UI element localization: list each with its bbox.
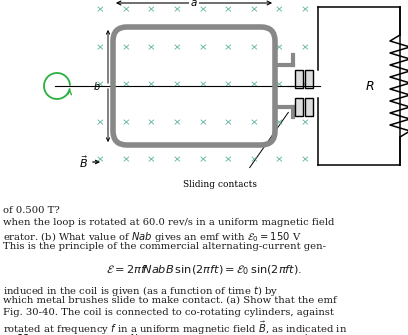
Text: when the loop is rotated at 60.0 rev/s in a uniform magnetic field: when the loop is rotated at 60.0 rev/s i… bbox=[3, 218, 335, 227]
Text: ×: × bbox=[249, 118, 258, 127]
Text: ×: × bbox=[301, 5, 309, 14]
Text: erator. (b) What value of $\mathit{Nab}$ gives an emf with $\mathcal{E}_0 = 150$: erator. (b) What value of $\mathit{Nab}$… bbox=[3, 230, 302, 244]
Text: ×: × bbox=[173, 5, 181, 14]
Text: ×: × bbox=[173, 155, 181, 164]
Text: ×: × bbox=[121, 5, 130, 14]
Text: which metal brushes slide to make contact. (a) Show that the emf: which metal brushes slide to make contac… bbox=[3, 296, 337, 305]
Text: $\mathcal{E} = 2\pi f\!NabB\,\sin(2\pi ft) = \mathcal{E}_0\,\sin(2\pi ft).$: $\mathcal{E} = 2\pi f\!NabB\,\sin(2\pi f… bbox=[106, 263, 302, 277]
Text: ×: × bbox=[147, 43, 155, 52]
Text: ×: × bbox=[275, 155, 284, 164]
Text: ×: × bbox=[198, 80, 207, 89]
Text: $a$: $a$ bbox=[190, 0, 198, 8]
Text: rotated at frequency $\mathit{f}$ in a uniform magnetic field $\vec{B}$, as indi: rotated at frequency $\mathit{f}$ in a u… bbox=[3, 320, 347, 335]
Text: ×: × bbox=[147, 5, 155, 14]
Text: ×: × bbox=[95, 155, 104, 164]
Text: ×: × bbox=[121, 118, 130, 127]
Text: ×: × bbox=[301, 155, 309, 164]
Text: ×: × bbox=[147, 118, 155, 127]
Text: ×: × bbox=[249, 43, 258, 52]
Text: ×: × bbox=[121, 80, 130, 89]
Text: ×: × bbox=[121, 43, 130, 52]
Text: ×: × bbox=[301, 43, 309, 52]
Text: ×: × bbox=[173, 118, 181, 127]
Text: ×: × bbox=[121, 155, 130, 164]
Text: ×: × bbox=[275, 118, 284, 127]
Text: Fig. 30-40. The coil is connected to co-rotating cylinders, against: Fig. 30-40. The coil is connected to co-… bbox=[3, 308, 334, 317]
Text: ×: × bbox=[275, 43, 284, 52]
Bar bbox=[295, 98, 303, 116]
Text: ×: × bbox=[249, 80, 258, 89]
Text: ×: × bbox=[301, 118, 309, 127]
Bar bbox=[295, 70, 303, 88]
Text: ×: × bbox=[224, 80, 233, 89]
Text: ×: × bbox=[173, 43, 181, 52]
Text: ×: × bbox=[198, 43, 207, 52]
Text: ×: × bbox=[249, 155, 258, 164]
Text: This is the principle of the commercial alternating-current gen-: This is the principle of the commercial … bbox=[3, 242, 326, 251]
Bar bbox=[305, 98, 313, 116]
Text: ×: × bbox=[198, 118, 207, 127]
Text: ×: × bbox=[95, 5, 104, 14]
Text: ×: × bbox=[95, 118, 104, 127]
Text: ×: × bbox=[147, 80, 155, 89]
Text: $b$: $b$ bbox=[93, 80, 101, 92]
Text: $R$: $R$ bbox=[365, 79, 375, 92]
Text: ×: × bbox=[224, 43, 233, 52]
Text: ×: × bbox=[147, 155, 155, 164]
Bar bbox=[305, 70, 313, 88]
Text: ×: × bbox=[224, 155, 233, 164]
Text: induced in the coil is given (as a function of time $\mathit{t}$) by: induced in the coil is given (as a funct… bbox=[3, 284, 279, 298]
Text: of 0.500 T?: of 0.500 T? bbox=[3, 206, 60, 215]
Text: ×: × bbox=[95, 80, 104, 89]
Text: A rectangular coil of $N$ turns and of length $\mathit{a}$ and width $\mathit{b}: A rectangular coil of $N$ turns and of l… bbox=[22, 332, 323, 335]
Text: ×: × bbox=[173, 80, 181, 89]
Text: Sliding contacts: Sliding contacts bbox=[183, 180, 257, 189]
Text: $\bullet\!\mathbf{-11}$: $\bullet\!\mathbf{-11}$ bbox=[3, 332, 31, 335]
Text: ×: × bbox=[224, 5, 233, 14]
Text: ×: × bbox=[301, 80, 309, 89]
Text: ×: × bbox=[249, 5, 258, 14]
Text: ×: × bbox=[275, 80, 284, 89]
Text: ×: × bbox=[224, 118, 233, 127]
Text: ×: × bbox=[95, 43, 104, 52]
Text: ×: × bbox=[198, 155, 207, 164]
Text: $\vec{B}$: $\vec{B}$ bbox=[79, 154, 88, 170]
Text: ×: × bbox=[198, 5, 207, 14]
Text: ×: × bbox=[275, 5, 284, 14]
